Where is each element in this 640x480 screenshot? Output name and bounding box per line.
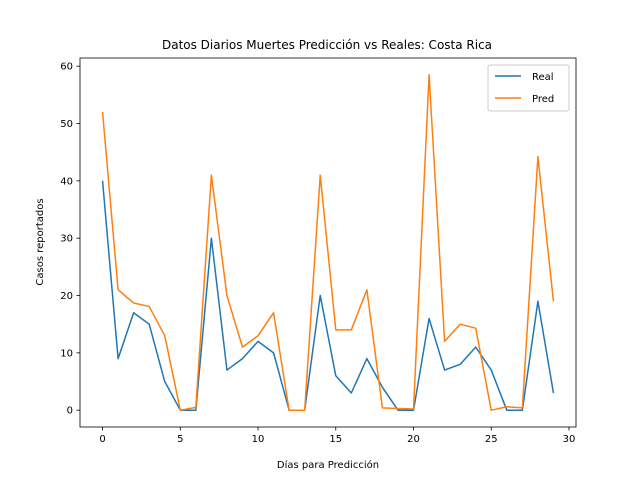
x-tick-label: 30 — [563, 434, 576, 445]
x-tick-label: 10 — [252, 434, 265, 445]
plot-frame — [79, 57, 577, 428]
x-axis-label: Días para Predicción — [277, 459, 379, 471]
y-axis: 0 10 20 30 40 50 60 — [60, 62, 80, 417]
series-line-real — [101, 180, 555, 411]
y-tick-label: 10 — [60, 348, 73, 359]
legend-label-real: Real — [532, 72, 554, 83]
x-tick-label: 5 — [177, 434, 183, 445]
x-tick-label: 25 — [485, 434, 498, 445]
plot-lines — [101, 74, 555, 411]
legend: Real Pred — [487, 64, 570, 112]
y-tick-label: 20 — [60, 291, 73, 302]
legend-box — [487, 64, 570, 112]
y-tick-label: 30 — [60, 234, 73, 245]
chart-title: Datos Diarios Muertes Predicción vs Real… — [162, 38, 492, 52]
y-tick-label: 40 — [60, 176, 73, 187]
series-line-pred — [101, 74, 555, 411]
y-tick-label: 50 — [60, 119, 73, 130]
x-tick-label: 15 — [329, 434, 342, 445]
legend-label-pred: Pred — [532, 94, 554, 105]
y-tick-label: 0 — [67, 406, 73, 417]
x-axis: 0 5 10 15 20 25 30 — [99, 427, 575, 445]
x-tick-label: 0 — [99, 434, 105, 445]
y-tick-label: 60 — [60, 62, 73, 73]
y-axis-label: Casos reportados — [35, 198, 46, 285]
x-tick-label: 20 — [407, 434, 420, 445]
